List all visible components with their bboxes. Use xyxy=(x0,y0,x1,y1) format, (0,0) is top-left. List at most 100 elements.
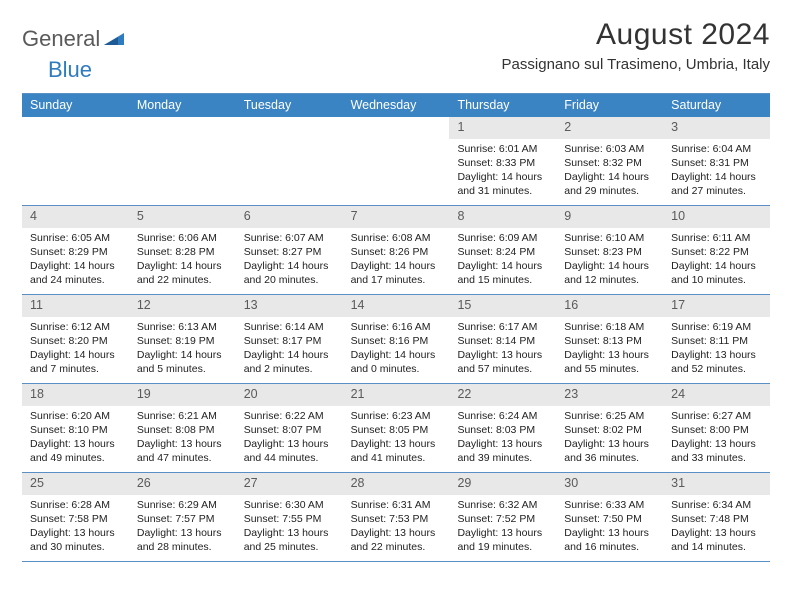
day-body: Sunrise: 6:29 AMSunset: 7:57 PMDaylight:… xyxy=(129,495,236,561)
sunrise-text: Sunrise: 6:04 AM xyxy=(671,142,762,156)
sunset-text: Sunset: 8:16 PM xyxy=(351,334,442,348)
daylight-text: Daylight: 13 hours xyxy=(671,437,762,451)
day-number: 20 xyxy=(236,384,343,406)
day-number xyxy=(343,117,450,139)
daylight-text: Daylight: 13 hours xyxy=(564,526,655,540)
daylight-text: and 31 minutes. xyxy=(457,184,548,198)
day-cell: 4Sunrise: 6:05 AMSunset: 8:29 PMDaylight… xyxy=(22,206,129,294)
daylight-text: and 44 minutes. xyxy=(244,451,335,465)
day-cell: 23Sunrise: 6:25 AMSunset: 8:02 PMDayligh… xyxy=(556,384,663,472)
sunset-text: Sunset: 8:20 PM xyxy=(30,334,121,348)
day-number: 26 xyxy=(129,473,236,495)
daylight-text: Daylight: 13 hours xyxy=(244,526,335,540)
day-body: Sunrise: 6:19 AMSunset: 8:11 PMDaylight:… xyxy=(663,317,770,383)
day-number: 9 xyxy=(556,206,663,228)
day-number: 15 xyxy=(449,295,556,317)
daylight-text: Daylight: 13 hours xyxy=(457,437,548,451)
day-body: Sunrise: 6:16 AMSunset: 8:16 PMDaylight:… xyxy=(343,317,450,383)
day-body: Sunrise: 6:34 AMSunset: 7:48 PMDaylight:… xyxy=(663,495,770,561)
calendar-page: General August 2024 Passignano sul Trasi… xyxy=(0,0,792,562)
sunrise-text: Sunrise: 6:25 AM xyxy=(564,409,655,423)
sunrise-text: Sunrise: 6:03 AM xyxy=(564,142,655,156)
day-number: 6 xyxy=(236,206,343,228)
day-cell: 30Sunrise: 6:33 AMSunset: 7:50 PMDayligh… xyxy=(556,473,663,561)
day-number xyxy=(236,117,343,139)
day-number: 1 xyxy=(449,117,556,139)
day-body: Sunrise: 6:27 AMSunset: 8:00 PMDaylight:… xyxy=(663,406,770,472)
day-cell xyxy=(343,117,450,205)
logo: General xyxy=(22,26,126,52)
sunset-text: Sunset: 8:14 PM xyxy=(457,334,548,348)
day-cell: 28Sunrise: 6:31 AMSunset: 7:53 PMDayligh… xyxy=(343,473,450,561)
daylight-text: and 41 minutes. xyxy=(351,451,442,465)
sunrise-text: Sunrise: 6:01 AM xyxy=(457,142,548,156)
daylight-text: and 52 minutes. xyxy=(671,362,762,376)
sunrise-text: Sunrise: 6:27 AM xyxy=(671,409,762,423)
day-number: 24 xyxy=(663,384,770,406)
day-cell: 3Sunrise: 6:04 AMSunset: 8:31 PMDaylight… xyxy=(663,117,770,205)
day-number: 23 xyxy=(556,384,663,406)
sunrise-text: Sunrise: 6:11 AM xyxy=(671,231,762,245)
daylight-text: Daylight: 13 hours xyxy=(30,526,121,540)
day-number: 27 xyxy=(236,473,343,495)
day-cell: 22Sunrise: 6:24 AMSunset: 8:03 PMDayligh… xyxy=(449,384,556,472)
daylight-text: and 25 minutes. xyxy=(244,540,335,554)
sunset-text: Sunset: 8:27 PM xyxy=(244,245,335,259)
sunset-text: Sunset: 8:05 PM xyxy=(351,423,442,437)
daylight-text: Daylight: 13 hours xyxy=(671,526,762,540)
sunset-text: Sunset: 8:08 PM xyxy=(137,423,228,437)
day-cell: 20Sunrise: 6:22 AMSunset: 8:07 PMDayligh… xyxy=(236,384,343,472)
day-body: Sunrise: 6:32 AMSunset: 7:52 PMDaylight:… xyxy=(449,495,556,561)
week-row: 25Sunrise: 6:28 AMSunset: 7:58 PMDayligh… xyxy=(22,473,770,562)
day-number: 31 xyxy=(663,473,770,495)
daylight-text: Daylight: 13 hours xyxy=(564,348,655,362)
weekday-header: Wednesday xyxy=(343,94,450,117)
daylight-text: and 7 minutes. xyxy=(30,362,121,376)
day-cell: 26Sunrise: 6:29 AMSunset: 7:57 PMDayligh… xyxy=(129,473,236,561)
weekday-header-row: SundayMondayTuesdayWednesdayThursdayFrid… xyxy=(22,94,770,117)
sunset-text: Sunset: 8:33 PM xyxy=(457,156,548,170)
daylight-text: and 5 minutes. xyxy=(137,362,228,376)
daylight-text: and 39 minutes. xyxy=(457,451,548,465)
day-cell: 31Sunrise: 6:34 AMSunset: 7:48 PMDayligh… xyxy=(663,473,770,561)
sunset-text: Sunset: 8:10 PM xyxy=(30,423,121,437)
daylight-text: Daylight: 14 hours xyxy=(137,259,228,273)
sunset-text: Sunset: 7:58 PM xyxy=(30,512,121,526)
sunset-text: Sunset: 8:03 PM xyxy=(457,423,548,437)
day-cell: 29Sunrise: 6:32 AMSunset: 7:52 PMDayligh… xyxy=(449,473,556,561)
day-number: 7 xyxy=(343,206,450,228)
day-body: Sunrise: 6:22 AMSunset: 8:07 PMDaylight:… xyxy=(236,406,343,472)
daylight-text: and 22 minutes. xyxy=(351,540,442,554)
day-cell: 17Sunrise: 6:19 AMSunset: 8:11 PMDayligh… xyxy=(663,295,770,383)
day-body: Sunrise: 6:33 AMSunset: 7:50 PMDaylight:… xyxy=(556,495,663,561)
day-number: 12 xyxy=(129,295,236,317)
day-body: Sunrise: 6:01 AMSunset: 8:33 PMDaylight:… xyxy=(449,139,556,205)
sunrise-text: Sunrise: 6:16 AM xyxy=(351,320,442,334)
daylight-text: and 49 minutes. xyxy=(30,451,121,465)
sunrise-text: Sunrise: 6:21 AM xyxy=(137,409,228,423)
day-cell: 13Sunrise: 6:14 AMSunset: 8:17 PMDayligh… xyxy=(236,295,343,383)
day-body: Sunrise: 6:06 AMSunset: 8:28 PMDaylight:… xyxy=(129,228,236,294)
daylight-text: Daylight: 14 hours xyxy=(671,170,762,184)
sunrise-text: Sunrise: 6:05 AM xyxy=(30,231,121,245)
day-number: 4 xyxy=(22,206,129,228)
daylight-text: and 0 minutes. xyxy=(351,362,442,376)
daylight-text: and 29 minutes. xyxy=(564,184,655,198)
weekday-header: Friday xyxy=(556,94,663,117)
daylight-text: and 57 minutes. xyxy=(457,362,548,376)
day-number: 16 xyxy=(556,295,663,317)
sunrise-text: Sunrise: 6:08 AM xyxy=(351,231,442,245)
day-cell: 12Sunrise: 6:13 AMSunset: 8:19 PMDayligh… xyxy=(129,295,236,383)
sunset-text: Sunset: 7:57 PM xyxy=(137,512,228,526)
daylight-text: and 27 minutes. xyxy=(671,184,762,198)
day-number xyxy=(129,117,236,139)
week-row: 4Sunrise: 6:05 AMSunset: 8:29 PMDaylight… xyxy=(22,206,770,295)
day-cell: 7Sunrise: 6:08 AMSunset: 8:26 PMDaylight… xyxy=(343,206,450,294)
daylight-text: Daylight: 13 hours xyxy=(30,437,121,451)
daylight-text: and 22 minutes. xyxy=(137,273,228,287)
sunset-text: Sunset: 8:02 PM xyxy=(564,423,655,437)
day-body: Sunrise: 6:10 AMSunset: 8:23 PMDaylight:… xyxy=(556,228,663,294)
sunrise-text: Sunrise: 6:14 AM xyxy=(244,320,335,334)
day-number: 19 xyxy=(129,384,236,406)
sunrise-text: Sunrise: 6:19 AM xyxy=(671,320,762,334)
